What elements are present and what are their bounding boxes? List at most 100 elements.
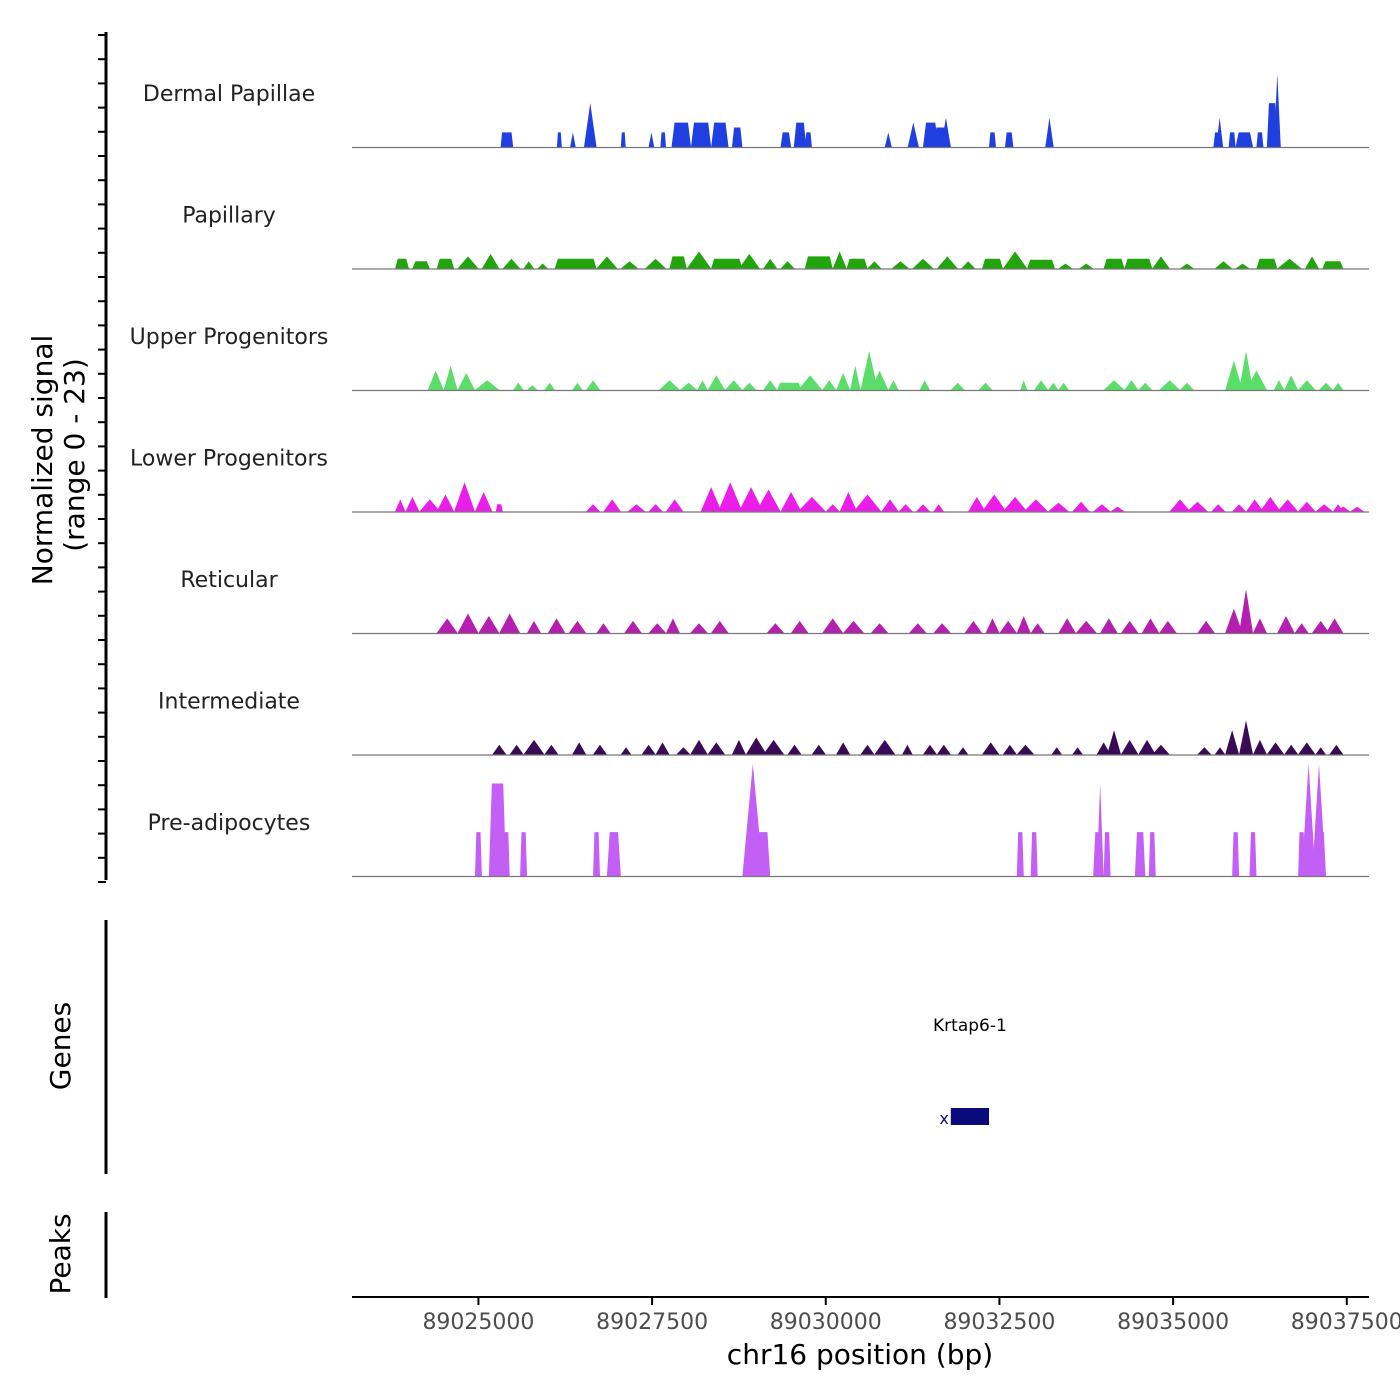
signal-peak (1273, 380, 1285, 390)
signal-peak (419, 499, 441, 512)
signal-peak (1124, 380, 1139, 390)
signal-peak (1121, 739, 1139, 755)
signal-peak (936, 256, 958, 269)
signal-peak (1318, 382, 1333, 390)
track-upper-progenitors: Upper Progenitors (130, 325, 1369, 392)
signal-peak (1030, 832, 1038, 876)
signal-peak (1252, 739, 1267, 755)
signal-peak (1284, 375, 1299, 390)
signal-peak (756, 489, 781, 512)
signal-peak (1277, 258, 1302, 269)
signal-peak (457, 256, 479, 269)
track-reticular: Reticular (180, 568, 1369, 635)
signal-peak (1020, 380, 1028, 390)
signal-peak (1180, 263, 1194, 269)
signal-peak (936, 744, 951, 755)
signal-peak (405, 496, 420, 512)
y-axis-title-line2: (range 0 - 23) (58, 358, 91, 552)
signal-peak (870, 623, 889, 633)
signal-peak (488, 783, 507, 876)
signal-y-axis-ticks (98, 34, 106, 883)
signal-peak (1228, 132, 1236, 147)
signal-peak (556, 132, 562, 147)
signal-peak (1016, 615, 1031, 633)
signal-peak (1002, 744, 1017, 755)
signal-peak (1239, 720, 1253, 755)
signal-peak (1294, 623, 1309, 633)
signal-peak (839, 492, 858, 512)
signal-peak (797, 496, 826, 512)
signal-peak (718, 482, 743, 512)
signal-peak (1298, 742, 1316, 755)
signal-peak (825, 504, 840, 512)
signal-peak (596, 256, 618, 269)
signal-peak (1225, 360, 1243, 390)
track-label-intermediate: Intermediate (158, 690, 300, 715)
signal-peak (707, 375, 726, 390)
signal-peak (593, 744, 607, 755)
signal-peak (1298, 380, 1316, 390)
signal-peak (457, 372, 475, 390)
signal-peak (499, 613, 521, 633)
signal-peak (1252, 618, 1267, 633)
signal-tracks: Dermal Papillae Papillary Upper Progenitor… (130, 73, 1369, 878)
x-tick-label: 89025000 (422, 1310, 534, 1335)
signal-peak (527, 385, 538, 390)
signal-peak (1214, 747, 1226, 755)
signal-peak (738, 253, 760, 269)
signal-peak (982, 494, 1007, 512)
x-tick-label: 89037500 (1291, 1310, 1400, 1335)
signal-peak (978, 382, 993, 390)
signal-peak (1030, 623, 1045, 633)
signal-peak (457, 613, 479, 633)
signal-peak (811, 744, 826, 755)
signal-peak (1336, 506, 1351, 512)
signal-peak (1159, 380, 1181, 390)
signal-peak (1051, 747, 1062, 755)
x-tick-label: 89027500 (596, 1310, 708, 1335)
x-tick-label: 89032500 (943, 1310, 1055, 1335)
signal-peak (1023, 499, 1049, 512)
signal-peak (1259, 496, 1281, 512)
track-pre-adipocytes: Pre-adipocytes (148, 764, 1369, 878)
signal-peak (1325, 618, 1344, 633)
signal-peak (1246, 499, 1264, 512)
signal-peak (593, 832, 600, 876)
signal-peak (1256, 132, 1264, 147)
signal-peak (919, 380, 930, 390)
signal-peak (502, 832, 510, 876)
signal-peak (1214, 261, 1233, 269)
signal-peak (1045, 117, 1054, 147)
signal-peak (474, 492, 493, 512)
signal-peak (1138, 739, 1156, 755)
signal-peak (909, 623, 927, 633)
signal-peak (620, 747, 632, 755)
signal-peak (881, 499, 899, 512)
signal-peak (1016, 744, 1035, 755)
signal-peak (822, 618, 844, 633)
signal-peak (1002, 496, 1028, 512)
signal-peak (527, 620, 541, 633)
signal-peak (1058, 382, 1069, 390)
signal-peak (777, 382, 802, 390)
signal-peak (1121, 620, 1139, 633)
signal-peak (502, 258, 521, 269)
track-label-reticular: Reticular (180, 568, 278, 593)
y-axis-title-line1: Normalized signal (26, 335, 59, 586)
signal-peak (671, 122, 691, 147)
signal-peak (1058, 263, 1073, 269)
signal-peak (968, 496, 986, 512)
signal-peak (665, 618, 680, 633)
signal-peak (1058, 618, 1076, 633)
signal-peak (1225, 608, 1243, 633)
signal-peak (584, 103, 597, 147)
signal-peak (989, 132, 996, 147)
signal-peak (1322, 261, 1344, 269)
signal-peak (1027, 259, 1056, 269)
signal-peak (395, 499, 406, 512)
signal-peak (513, 382, 524, 390)
signal-peak (1315, 747, 1326, 755)
signal-peak (1197, 620, 1215, 633)
signal-peak (711, 620, 729, 633)
